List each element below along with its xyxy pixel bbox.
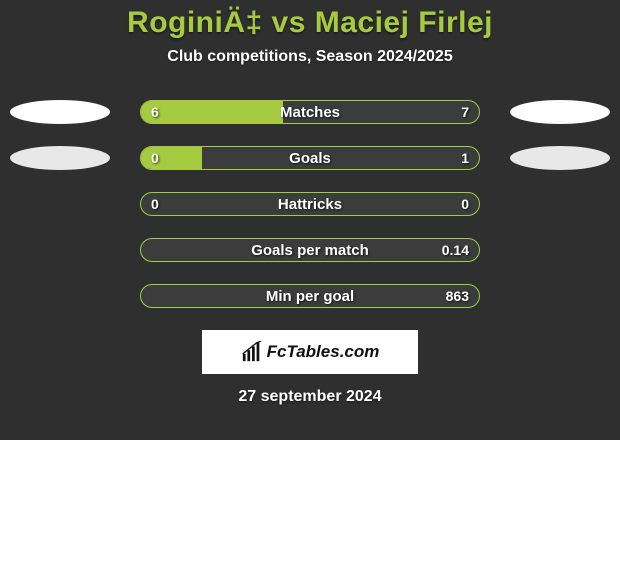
stat-label: Hattricks xyxy=(141,193,479,215)
stat-value-left xyxy=(141,239,161,261)
stats-card: RoginiÄ‡ vs Maciej Firlej Club competiti… xyxy=(0,0,620,440)
stat-bar: 0 0Hattricks xyxy=(140,192,480,216)
stat-value-right: 863 xyxy=(436,285,479,307)
stat-bar: 863Min per goal xyxy=(140,284,480,308)
player-marker-left xyxy=(10,100,110,124)
stat-bar: 01Goals xyxy=(140,146,480,170)
stat-value-right: 0 xyxy=(451,193,479,215)
stat-value-left xyxy=(141,285,161,307)
stat-value-right: 0.14 xyxy=(432,239,479,261)
stat-value-right: 7 xyxy=(451,101,479,123)
stat-row: 863Min per goal xyxy=(0,278,620,324)
stat-label: Goals per match xyxy=(141,239,479,261)
stat-value-left: 0 xyxy=(141,147,169,169)
stats-rows: 67Matches01Goals00Hattricks0.14Goals per… xyxy=(0,94,620,324)
stat-value-right: 1 xyxy=(451,147,479,169)
stat-bar: 67Matches xyxy=(140,100,480,124)
date-label: 27 september 2024 xyxy=(0,388,620,406)
stat-bar: 0.14Goals per match xyxy=(140,238,480,262)
stat-label: Min per goal xyxy=(141,285,479,307)
player-marker-right xyxy=(510,100,610,124)
stat-row: 01Goals xyxy=(0,140,620,186)
logo-text: FcTables.com xyxy=(267,342,380,362)
stat-row: 67Matches xyxy=(0,94,620,140)
player-marker-left xyxy=(10,146,110,170)
stat-row: 0 0Hattricks xyxy=(0,186,620,232)
player-marker-right xyxy=(510,146,610,170)
page-title: RoginiÄ‡ vs Maciej Firlej xyxy=(0,6,620,40)
stat-value-left: 6 xyxy=(141,101,169,123)
bar-chart-icon xyxy=(241,341,263,363)
stat-row: 0.14Goals per match xyxy=(0,232,620,278)
stat-value-left: 0 xyxy=(141,193,169,215)
logo-box[interactable]: FcTables.com xyxy=(202,330,418,374)
page-subtitle: Club competitions, Season 2024/2025 xyxy=(0,48,620,66)
